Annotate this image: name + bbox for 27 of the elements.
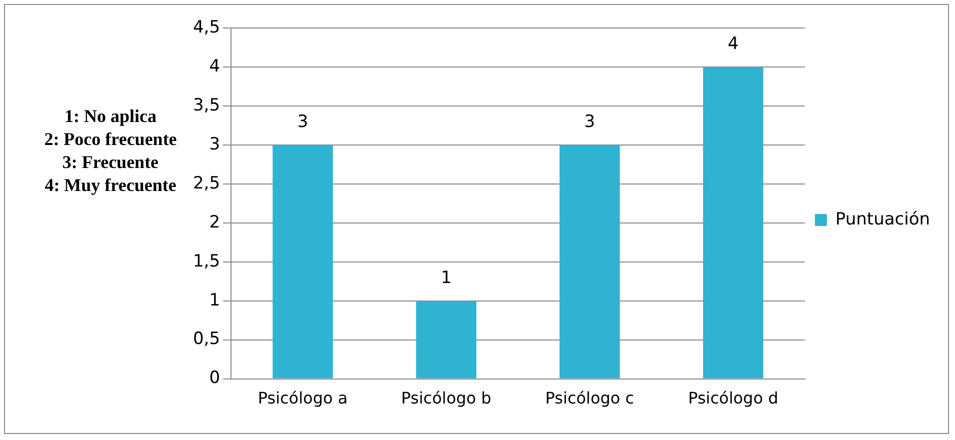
bar: [560, 144, 620, 378]
x-tick-label: Psicólogo b: [401, 388, 492, 408]
bar: [272, 144, 333, 378]
y-tick-label: 1: [209, 290, 220, 310]
y-tick-label: 2: [209, 212, 220, 232]
data-label: 3: [297, 112, 308, 132]
y-tick-label: 3,5: [192, 95, 220, 116]
legend-label: Puntuación: [835, 209, 930, 230]
x-tick-label: Psicólogo a: [258, 388, 348, 408]
y-tick-label: 2,5: [192, 173, 220, 194]
text: 2: Poco frecuente: [43, 128, 178, 151]
data-label: 4: [728, 34, 739, 54]
y-tick-label: 1,5: [192, 251, 220, 272]
text: 3: Frecuente: [61, 151, 160, 174]
x-tick-label: Psicólogo c: [545, 388, 634, 408]
data-label: 3: [584, 112, 596, 132]
x-tick-label: Psicólogo d: [688, 388, 778, 408]
text: 4: Muy frecuente: [44, 174, 178, 197]
data-label: 1: [440, 268, 452, 288]
bar: [416, 300, 476, 378]
y-tick-label: 0,5: [192, 329, 220, 350]
y-tick-label: 4: [209, 56, 220, 76]
bar: [703, 66, 764, 378]
y-tick-label: 4,5: [192, 17, 220, 38]
y-tick-label: 3: [209, 134, 220, 154]
y-tick-label: 0: [209, 368, 220, 388]
text: 1: No aplica: [64, 105, 158, 128]
